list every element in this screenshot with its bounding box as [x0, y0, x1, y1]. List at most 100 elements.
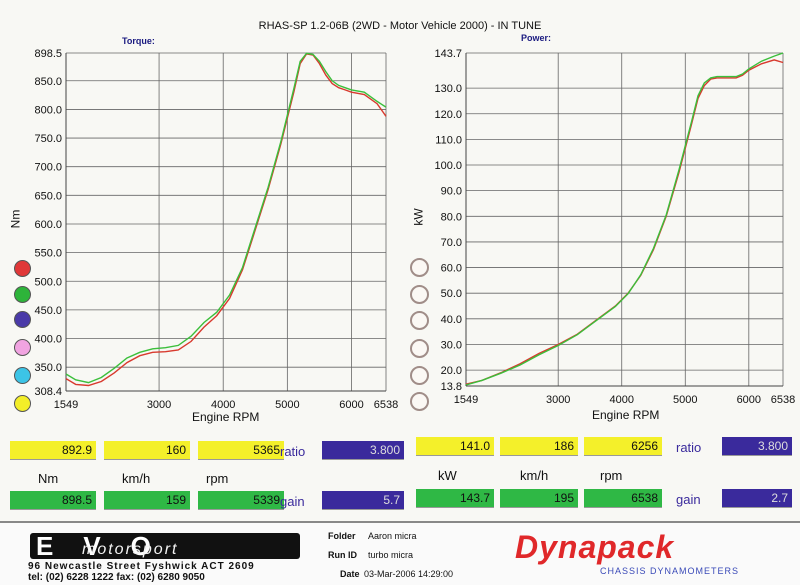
- legend-slot-icon[interactable]: [410, 258, 429, 277]
- power-unit-kmh: km/h: [520, 468, 549, 483]
- x-tick-label: 5000: [673, 394, 697, 406]
- dyno-charts-svg: 1549 3000 4000 5000 6000 6538 898.5 850.0 800.0 7…: [34, 48, 795, 411]
- legend-slot-icon[interactable]: [410, 311, 429, 330]
- y-tick-label: 550.0: [34, 248, 62, 260]
- y-tick-label: 650.0: [34, 190, 62, 202]
- torque-row2-rpm: 5339: [198, 491, 284, 510]
- y-tick-label: 600.0: [34, 219, 62, 231]
- x-tick-label: 4000: [211, 399, 235, 411]
- y-tick-label: 450.0: [34, 305, 62, 317]
- power-row2-speed: 195: [500, 489, 578, 508]
- torque-row2-speed: 159: [104, 491, 190, 510]
- torque-gain-label: gain: [280, 494, 305, 509]
- power-row2-value: 143.7: [416, 489, 494, 508]
- legend-slot-icon[interactable]: [410, 285, 429, 304]
- y-tick-label: 100.0: [434, 160, 462, 172]
- dynapack-brand: Dynapack: [515, 529, 675, 565]
- runid-label: Run ID: [328, 550, 357, 560]
- power-x-label: Engine RPM: [592, 408, 660, 422]
- power-unit-rpm: rpm: [600, 468, 623, 483]
- series-line-0: [465, 59, 784, 385]
- x-tick-label: 1549: [454, 394, 478, 406]
- torque-peak-value: 892.9: [10, 441, 96, 460]
- power-gain-value: 2.7: [722, 489, 792, 508]
- torque-ratio-label: ratio: [280, 444, 306, 459]
- torque-gain-value: 5.7: [322, 491, 404, 510]
- y-tick-label: 898.5: [34, 48, 62, 60]
- series-line-1: [65, 52, 387, 384]
- torque-unit-kmh: km/h: [122, 471, 151, 486]
- y-tick-label: 90.0: [441, 186, 462, 198]
- y-tick-label: 80.0: [441, 211, 462, 223]
- y-tick-label: 800.0: [34, 104, 62, 116]
- power-speed-value: 186: [500, 437, 578, 456]
- legend-slot-icon[interactable]: [410, 339, 429, 358]
- torque-subtitle: Torque:: [122, 36, 155, 46]
- x-tick-label: 6000: [737, 394, 761, 406]
- y-tick-label: 850.0: [34, 76, 62, 88]
- evo-logo-text: EVO: [36, 531, 181, 561]
- dynapack-sub: CHASSIS DYNAMOMETERS: [600, 566, 740, 576]
- legend-cyan-circle[interactable]: [14, 367, 31, 384]
- date-value: 03-Mar-2006 14:29:00: [364, 569, 454, 579]
- legend-yellow-circle[interactable]: [14, 395, 31, 412]
- y-tick-label: 750.0: [34, 133, 62, 145]
- y-tick-label: 50.0: [441, 288, 462, 300]
- y-tick-label: 120.0: [434, 109, 462, 121]
- evo-logo-sub: motorsport: [82, 541, 179, 558]
- date-label: Date: [340, 569, 360, 579]
- torque-unit-rpm: rpm: [206, 471, 229, 486]
- legend-red-circle[interactable]: [14, 260, 31, 277]
- power-unit-kw: kW: [438, 468, 457, 483]
- contact: tel: (02) 6228 1222 fax: (02) 6280 9050: [28, 572, 205, 583]
- y-tick-label: 130.0: [434, 83, 462, 95]
- x-tick-label: 6538: [771, 394, 795, 406]
- y-tick-label: 350.0: [34, 362, 62, 374]
- torque-y-label: Nm: [8, 209, 23, 229]
- y-tick-label: 500.0: [34, 276, 62, 288]
- series-line-1: [465, 52, 784, 386]
- y-tick-label: 400.0: [34, 334, 62, 346]
- y-tick-label: 30.0: [441, 339, 462, 351]
- report-title: RHAS-SP 1.2-06B (2WD - Motor Vehicle 200…: [258, 20, 542, 32]
- series-line-0: [65, 53, 387, 387]
- torque-chart: 1549 3000 4000 5000 6000 6538 898.5 850.0 800.0 7…: [34, 48, 398, 411]
- y-tick-label: 70.0: [441, 237, 462, 249]
- footer-panel: EVO motorsport 96 Newcastle Street Fyshw…: [0, 521, 800, 585]
- legend-green-circle[interactable]: [14, 286, 31, 303]
- x-tick-label: 6000: [339, 399, 363, 411]
- legend-slot-icon[interactable]: [410, 366, 429, 385]
- y-tick-label: 20.0: [441, 365, 462, 377]
- torque-x-label: Engine RPM: [192, 410, 260, 424]
- power-ratio-label: ratio: [676, 440, 702, 455]
- legend-pink-circle[interactable]: [14, 339, 31, 356]
- power-subtitle: Power:: [521, 33, 552, 43]
- y-tick-label: 13.8: [441, 381, 462, 393]
- legend-blue-circle[interactable]: [14, 311, 31, 328]
- y-tick-label: 700.0: [34, 162, 62, 174]
- torque-row2-value: 898.5: [10, 491, 96, 510]
- torque-speed-value: 160: [104, 441, 190, 460]
- x-tick-label: 3000: [147, 399, 171, 411]
- address: 96 Newcastle Street Fyshwick ACT 2609: [28, 561, 255, 572]
- legend-slot-icon[interactable]: [410, 392, 429, 411]
- power-peak-value: 141.0: [416, 437, 494, 456]
- y-tick-label: 60.0: [441, 263, 462, 275]
- torque-rpm-value: 5365: [198, 441, 284, 460]
- folder-label: Folder: [328, 531, 356, 541]
- runid-value: turbo micra: [368, 550, 414, 560]
- y-tick-label: 40.0: [441, 314, 462, 326]
- x-tick-label: 1549: [54, 399, 78, 411]
- power-chart: 1549 3000 4000 5000 6000 6538 143.7 130.0 120.0 1…: [434, 48, 795, 406]
- power-ratio-value: 3.800: [722, 437, 792, 456]
- power-row2-rpm: 6538: [584, 489, 662, 508]
- x-tick-label: 6538: [374, 399, 398, 411]
- x-tick-label: 4000: [609, 394, 633, 406]
- y-tick-label: 110.0: [435, 134, 462, 146]
- x-tick-label: 3000: [546, 394, 570, 406]
- power-y-label: kW: [411, 208, 426, 226]
- torque-unit-nm: Nm: [38, 471, 59, 486]
- power-gain-label: gain: [676, 492, 701, 507]
- folder-value: Aaron micra: [368, 531, 417, 541]
- x-tick-label: 5000: [275, 399, 299, 411]
